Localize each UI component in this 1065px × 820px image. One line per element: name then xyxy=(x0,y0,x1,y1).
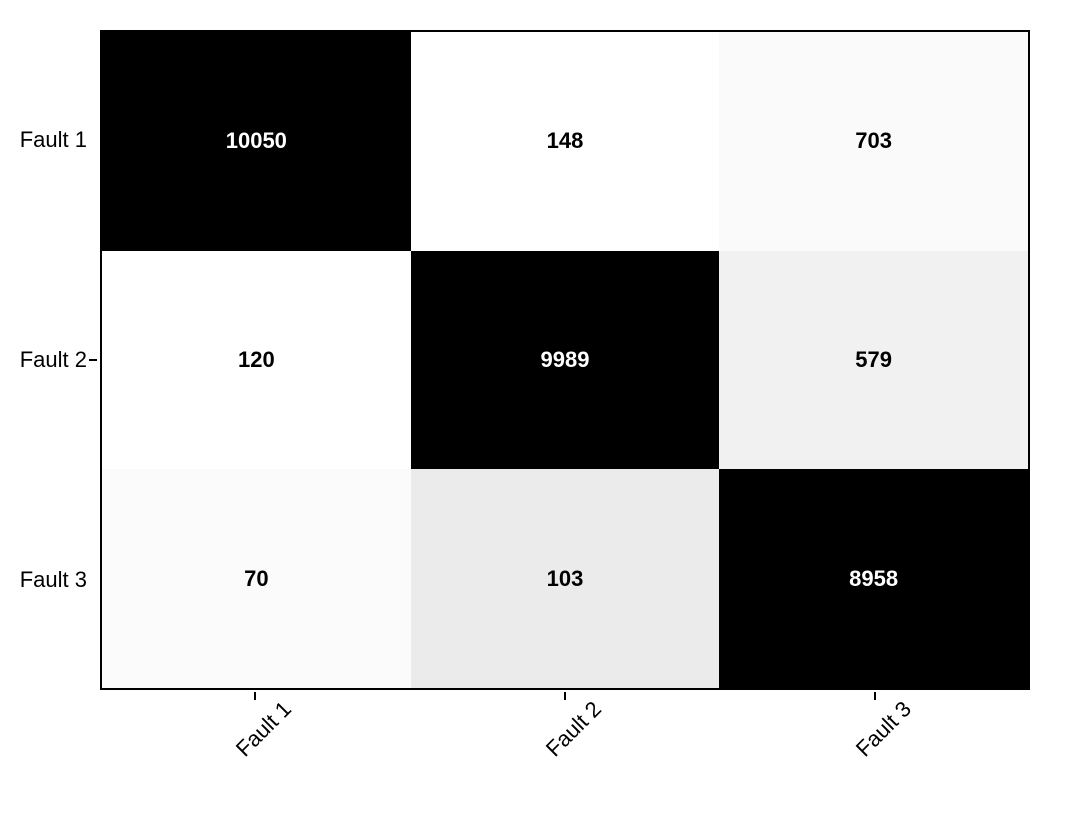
cell-1-0: 120 xyxy=(102,251,411,470)
cell-0-0: 10050 xyxy=(102,32,411,251)
cell-2-0-value: 70 xyxy=(244,566,268,592)
x-label-1: Fault 2 xyxy=(541,696,607,762)
cell-1-0-value: 120 xyxy=(238,347,275,373)
y-label-2: Fault 3 xyxy=(0,470,95,690)
cell-1-2: 579 xyxy=(719,251,1028,470)
cell-0-2-value: 703 xyxy=(855,128,892,154)
cell-0-1: 148 xyxy=(411,32,720,251)
x-label-0: Fault 1 xyxy=(231,696,297,762)
cell-0-1-value: 148 xyxy=(547,128,584,154)
x-label-0-wrap: Fault 1 xyxy=(100,692,410,812)
y-label-0-text: Fault 1 xyxy=(20,127,87,153)
matrix-grid: 10050 148 703 120 9989 579 70 103 8958 xyxy=(102,32,1028,688)
cell-2-1-value: 103 xyxy=(547,566,584,592)
cell-1-1: 9989 xyxy=(411,251,720,470)
cell-2-0: 70 xyxy=(102,469,411,688)
y-label-1-text: Fault 2 xyxy=(20,347,87,373)
x-label-2-wrap: Fault 3 xyxy=(720,692,1030,812)
x-tick-0 xyxy=(254,692,256,700)
y-label-0: Fault 1 xyxy=(0,30,95,250)
cell-0-2: 703 xyxy=(719,32,1028,251)
y-axis-labels: Fault 1 Fault 2 Fault 3 xyxy=(0,30,95,690)
y-label-2-text: Fault 3 xyxy=(20,567,87,593)
cell-1-2-value: 579 xyxy=(855,347,892,373)
x-label-2: Fault 3 xyxy=(851,696,917,762)
x-label-1-wrap: Fault 2 xyxy=(410,692,720,812)
x-tick-1 xyxy=(564,692,566,700)
x-axis-labels: Fault 1 Fault 2 Fault 3 xyxy=(100,692,1030,812)
confusion-matrix: 10050 148 703 120 9989 579 70 103 8958 xyxy=(100,30,1030,690)
cell-1-1-value: 9989 xyxy=(541,347,590,373)
cell-2-1: 103 xyxy=(411,469,720,688)
cell-2-2: 8958 xyxy=(719,469,1028,688)
y-label-1: Fault 2 xyxy=(0,250,95,470)
y-tick-2 xyxy=(89,359,97,361)
cell-2-2-value: 8958 xyxy=(849,566,898,592)
x-tick-2 xyxy=(874,692,876,700)
cell-0-0-value: 10050 xyxy=(226,128,287,154)
